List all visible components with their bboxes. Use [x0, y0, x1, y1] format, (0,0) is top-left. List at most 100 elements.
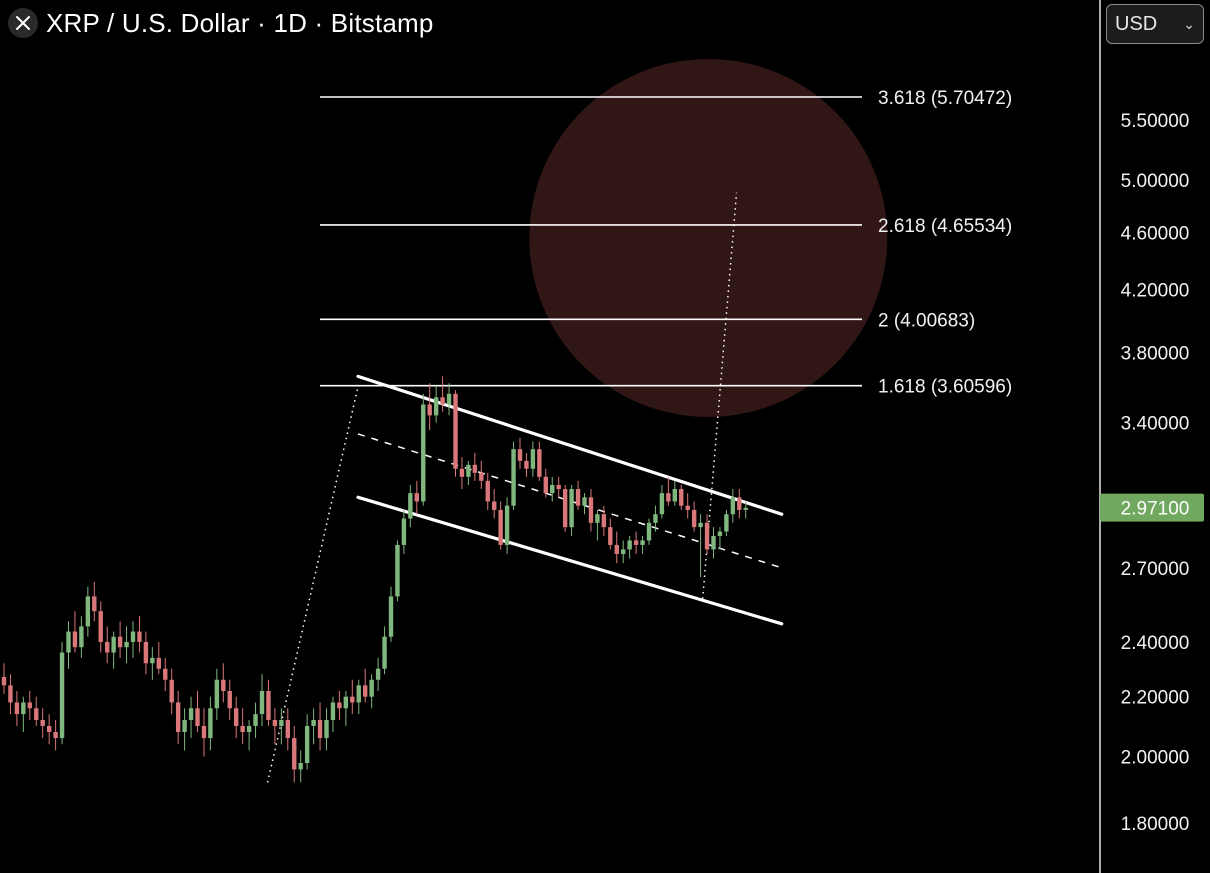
candle — [53, 720, 58, 751]
candle-body — [730, 497, 736, 515]
candle — [111, 631, 116, 669]
candle — [46, 714, 52, 745]
candle-body — [498, 509, 503, 545]
candle — [711, 527, 716, 559]
candle-body — [130, 631, 136, 642]
close-button[interactable] — [8, 8, 38, 38]
candle-body — [427, 404, 432, 416]
currency-select[interactable]: USD ⌄ — [1106, 4, 1204, 44]
candle-body — [466, 464, 471, 477]
last-price-label: 2.97100 — [1121, 499, 1190, 520]
candle — [330, 696, 336, 733]
candle-body — [330, 702, 336, 721]
candle — [440, 376, 445, 412]
candle-body — [156, 657, 161, 669]
candle — [59, 641, 65, 745]
candle-body — [169, 679, 174, 703]
candle — [485, 472, 490, 510]
candle — [234, 696, 239, 739]
candle — [253, 702, 258, 739]
candle — [614, 531, 619, 564]
candle — [259, 674, 265, 726]
candle — [34, 696, 39, 726]
candle — [279, 708, 284, 745]
candle — [569, 484, 574, 536]
target-zone-circle — [529, 58, 888, 417]
price-axis-tick-label: 2.70000 — [1121, 559, 1190, 580]
candle — [530, 441, 536, 477]
price-axis-tick-label: 2.20000 — [1121, 688, 1190, 709]
candle-body — [511, 449, 516, 506]
candle — [601, 505, 607, 536]
candle-body — [272, 720, 278, 726]
candle-body — [85, 596, 91, 627]
candle — [679, 484, 684, 510]
price-axis-tick-label: 3.40000 — [1121, 414, 1190, 435]
candle-body — [375, 668, 381, 680]
candles-layer — [1, 376, 748, 783]
candle-body — [595, 514, 600, 523]
candle — [317, 702, 323, 751]
candle-body — [79, 626, 84, 648]
candle — [388, 586, 394, 642]
candle-body — [388, 596, 394, 637]
candle-body — [601, 514, 607, 528]
candle-body — [311, 720, 316, 726]
price-axis-tick-label: 2.40000 — [1121, 633, 1190, 654]
candle — [79, 616, 84, 658]
candle — [524, 453, 529, 477]
candle-body — [66, 631, 71, 653]
candle-body — [614, 544, 619, 554]
candle — [240, 708, 245, 745]
candle-body — [446, 393, 452, 405]
candle-body — [259, 691, 265, 715]
candle-body — [433, 397, 439, 416]
candle-body — [575, 489, 581, 506]
candle — [691, 501, 697, 532]
candle-body — [524, 460, 529, 469]
candle-body — [324, 720, 329, 739]
candle-body — [537, 449, 542, 477]
candle — [659, 484, 665, 519]
price-axis-tick-label: 5.00000 — [1121, 171, 1190, 192]
candle-body — [382, 636, 387, 669]
candle — [640, 535, 645, 554]
candle-body — [679, 489, 684, 506]
candle-body — [401, 518, 407, 545]
candle — [595, 509, 600, 541]
candle-body — [337, 702, 342, 709]
candle — [195, 691, 200, 733]
chevron-down-icon: ⌄ — [1183, 15, 1195, 32]
candle-body — [246, 725, 252, 733]
candle — [1, 663, 7, 694]
candle — [395, 540, 400, 602]
candle-body — [163, 668, 168, 680]
candle — [498, 501, 503, 550]
price-axis-tick-label: 1.80000 — [1121, 814, 1190, 835]
candle — [543, 468, 548, 498]
fib-extension-layer: 3.618 (5.70472) 2.618 (4.65534) 2 (4.00683… — [320, 88, 1012, 398]
channel-layer — [266, 192, 784, 783]
candle — [169, 668, 174, 715]
candle — [433, 386, 439, 423]
candle-body — [188, 708, 194, 721]
candle — [401, 509, 407, 554]
candle — [511, 441, 516, 510]
price-axis[interactable]: 5.50000 5.00000 4.60000 4.20000 3.80000 3.400… — [1099, 0, 1204, 873]
candle — [408, 484, 413, 528]
candle-body — [717, 531, 723, 536]
candle-body — [143, 641, 149, 664]
candle — [175, 691, 181, 745]
candle-body — [285, 720, 290, 739]
candle-body — [201, 725, 207, 739]
candle — [550, 476, 555, 502]
price-axis-tick-label: 3.80000 — [1121, 344, 1190, 365]
candle-body — [21, 702, 26, 715]
candle-body — [124, 641, 129, 648]
candle — [266, 679, 271, 726]
candle-body — [504, 505, 510, 545]
fib-level-label: 3.618 (5.70472) — [878, 88, 1012, 109]
candle-body — [195, 708, 200, 726]
candle-body — [633, 540, 639, 545]
